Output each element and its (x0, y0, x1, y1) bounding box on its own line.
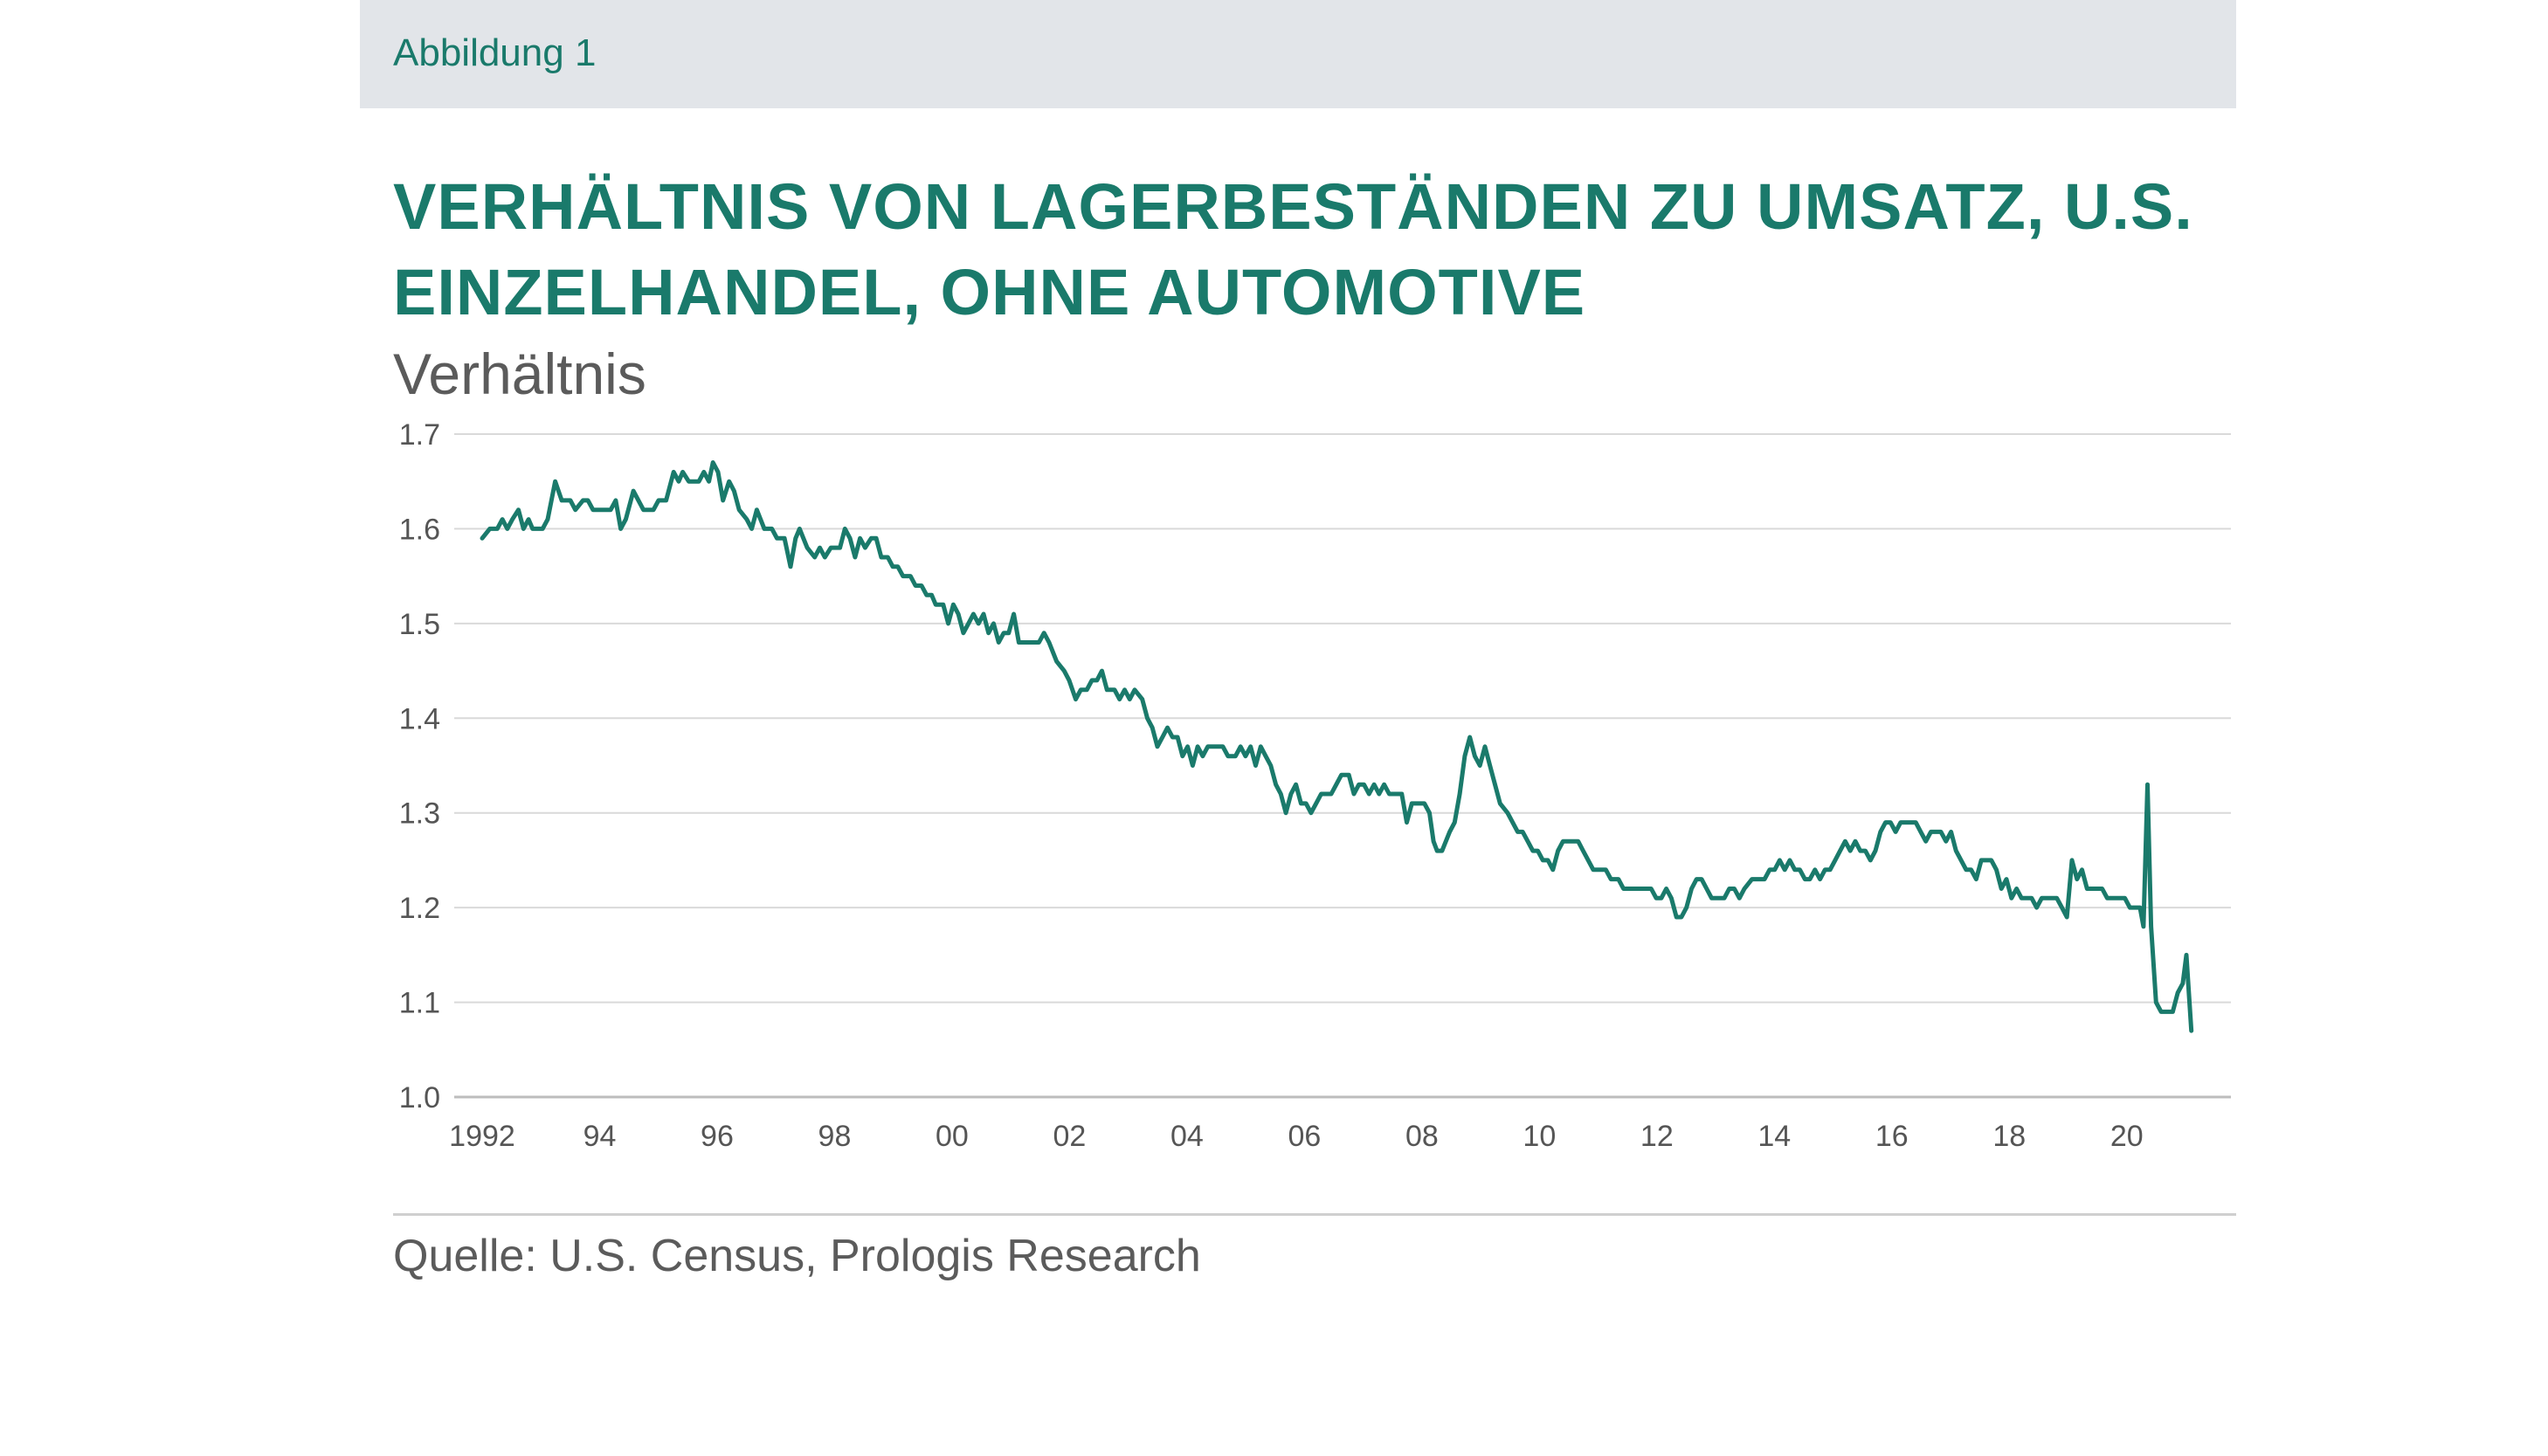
y-tick-labels: 1.0 1.1 1.2 1.3 1.4 1.5 1.6 1.7 (399, 418, 440, 1114)
x-tick-label: 1992 (449, 1120, 515, 1153)
x-tick-label: 06 (1288, 1120, 1321, 1153)
figure-header-band: Abbildung 1 (360, 0, 2236, 108)
y-tick-label: 1.4 (399, 702, 440, 735)
y-axis-unit-label: Verhältnis (393, 342, 646, 406)
x-tick-label: 04 (1170, 1120, 1204, 1153)
x-tick-label: 20 (2110, 1120, 2144, 1153)
x-tick-label: 14 (1757, 1120, 1791, 1153)
y-tick-label: 1.2 (399, 892, 440, 925)
y-tick-label: 1.5 (399, 608, 440, 641)
x-tick-label: 16 (1875, 1120, 1909, 1153)
series-line-ratio (480, 460, 2194, 1033)
y-tick-label: 1.1 (399, 987, 440, 1020)
series-layer (480, 460, 2194, 1033)
y-tick-label: 1.7 (399, 418, 440, 452)
x-tick-label: 08 (1405, 1120, 1439, 1153)
y-tick-label: 1.6 (399, 513, 440, 546)
x-tick-label: 98 (818, 1120, 852, 1153)
x-tick-label: 10 (1523, 1120, 1556, 1153)
y-tick-label: 1.3 (399, 797, 440, 831)
x-tick-label: 02 (1053, 1120, 1086, 1153)
x-tick-label: 12 (1640, 1120, 1674, 1153)
line-chart: 1.0 1.1 1.2 1.3 1.4 1.5 1.6 1.7 1992 94 96 98 00 02 0… (399, 418, 2231, 1153)
source-note: Quelle: U.S. Census, Prologis Research (393, 1231, 1201, 1281)
grid-layer (454, 433, 2231, 1099)
figure-label: Abbildung 1 (393, 31, 597, 74)
x-tick-label: 18 (1992, 1120, 2026, 1153)
x-tick-label: 94 (583, 1120, 617, 1153)
chart-title-line-1: VERHÄLTNIS VON LAGERBESTÄNDEN ZU UMSATZ,… (393, 170, 2193, 243)
source-divider (393, 1213, 2236, 1216)
chart-title: VERHÄLTNIS VON LAGERBESTÄNDEN ZU UMSATZ,… (393, 164, 2227, 335)
x-tick-label: 96 (701, 1120, 734, 1153)
y-tick-label: 1.0 (399, 1081, 440, 1114)
figure-card: Abbildung 1 VERHÄLTNIS VON LAGERBESTÄNDE… (360, 0, 2236, 1456)
x-tick-labels: 1992 94 96 98 00 02 04 06 08 10 12 14 16 18 20 (449, 1120, 2143, 1153)
chart-title-line-2: EINZELHANDEL, OHNE AUTOMOTIVE (393, 256, 1586, 328)
x-tick-label: 00 (936, 1120, 969, 1153)
